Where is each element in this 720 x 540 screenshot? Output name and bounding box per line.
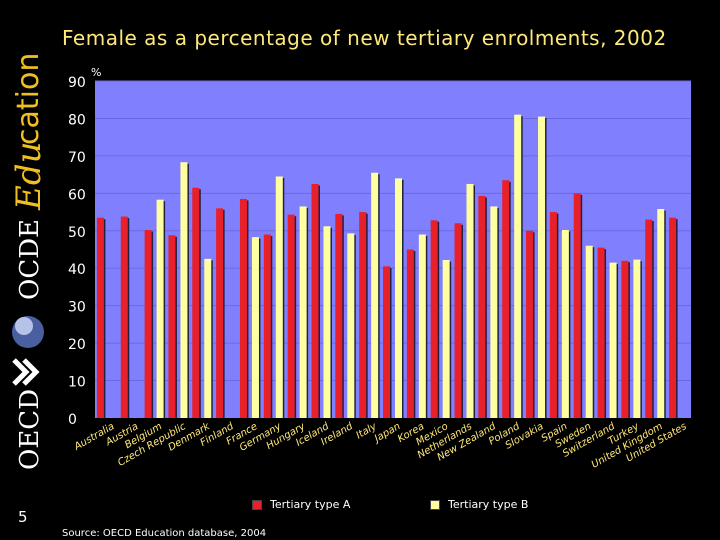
legend-swatch-type-b: [430, 499, 440, 510]
bar-type-b: [514, 114, 522, 418]
sidebar: Edu cation OCDE OECD: [0, 0, 48, 540]
bar-type-a: [216, 208, 224, 418]
y-axis-unit: %: [91, 66, 101, 79]
legend-label-type-b: Tertiary type B: [448, 498, 529, 511]
legend-label-type-a: Tertiary type A: [270, 498, 351, 511]
bar-type-a: [430, 220, 438, 418]
bar-type-b: [347, 233, 355, 418]
bar-type-a: [96, 217, 104, 418]
sidebar-brand-fr: OCDE: [15, 219, 45, 300]
y-tick-label: 30: [68, 300, 86, 316]
bar-type-b: [251, 237, 259, 418]
y-tick-label: 60: [68, 187, 86, 203]
page-number: 5: [18, 508, 28, 526]
legend-item-type-a: Tertiary type A: [252, 498, 350, 511]
bar-type-a: [168, 235, 176, 418]
bar-type-a: [502, 180, 510, 418]
bar-type-a: [406, 249, 414, 418]
y-axis-ticks: 0 10 20 30 40 50 60 70 80 90: [68, 75, 86, 428]
bar-type-a: [597, 247, 605, 418]
bar-type-b: [204, 258, 212, 418]
bar-type-a: [359, 212, 367, 418]
bar-type-a: [239, 198, 247, 418]
bar-type-b: [156, 199, 164, 418]
bar-type-b: [180, 162, 188, 418]
y-tick-label: 50: [68, 225, 86, 241]
bar-type-b: [371, 172, 379, 418]
bar-type-a: [573, 193, 581, 418]
bar-type-a: [263, 234, 271, 418]
bar-type-b: [395, 178, 402, 418]
bar-type-b: [418, 234, 426, 418]
bar-type-b: [323, 226, 331, 418]
bar-type-a: [526, 230, 534, 418]
sidebar-brand: OECD: [15, 389, 45, 470]
y-tick-label: 10: [68, 375, 86, 391]
bar-type-b: [538, 116, 546, 419]
bar-type-a: [478, 195, 486, 418]
legend-swatch-type-a: [252, 499, 262, 510]
sidebar-branding: Edu cation OCDE OECD: [9, 53, 48, 470]
bar-type-a: [383, 266, 390, 418]
bar-type-a: [454, 223, 462, 418]
bar-type-b: [561, 230, 569, 418]
bar-type-a: [311, 183, 319, 418]
bar-type-b: [275, 176, 283, 418]
y-tick-label: 80: [68, 112, 86, 128]
bar-type-b: [442, 259, 450, 418]
bar-type-a: [120, 216, 128, 418]
y-tick-label: 20: [68, 337, 86, 353]
bar-type-b: [585, 245, 593, 418]
bar-type-a: [192, 187, 200, 418]
y-tick-label: 0: [68, 412, 77, 428]
legend: Tertiary type A Tertiary type B: [252, 498, 692, 514]
bar-type-a: [335, 213, 343, 418]
bar-type-a: [669, 217, 677, 418]
bar-type-b: [633, 259, 641, 418]
bar-type-a: [645, 219, 653, 418]
bar-type-b: [657, 209, 665, 418]
y-tick-label: 90: [68, 75, 86, 91]
sidebar-section-italic: Edu: [9, 142, 48, 211]
bar-type-b: [490, 206, 498, 418]
bar-type-a: [287, 214, 295, 418]
y-tick-label: 70: [68, 150, 86, 166]
sidebar-section-word: cation: [11, 53, 46, 145]
bar-type-a: [144, 230, 152, 418]
bar-type-b: [609, 262, 617, 418]
bar-type-b: [299, 206, 307, 418]
source-note: Source: OECD Education database, 2004: [62, 528, 267, 539]
bar-type-a: [621, 260, 629, 418]
bar-type-a: [549, 212, 557, 418]
oecd-logo-icon: [12, 316, 44, 386]
y-tick-label: 40: [68, 262, 86, 278]
chart-title: Female as a percentage of new tertiary e…: [62, 26, 667, 50]
bar-type-b: [466, 183, 474, 418]
legend-item-type-b: Tertiary type B: [430, 498, 528, 511]
bars: [96, 114, 678, 419]
